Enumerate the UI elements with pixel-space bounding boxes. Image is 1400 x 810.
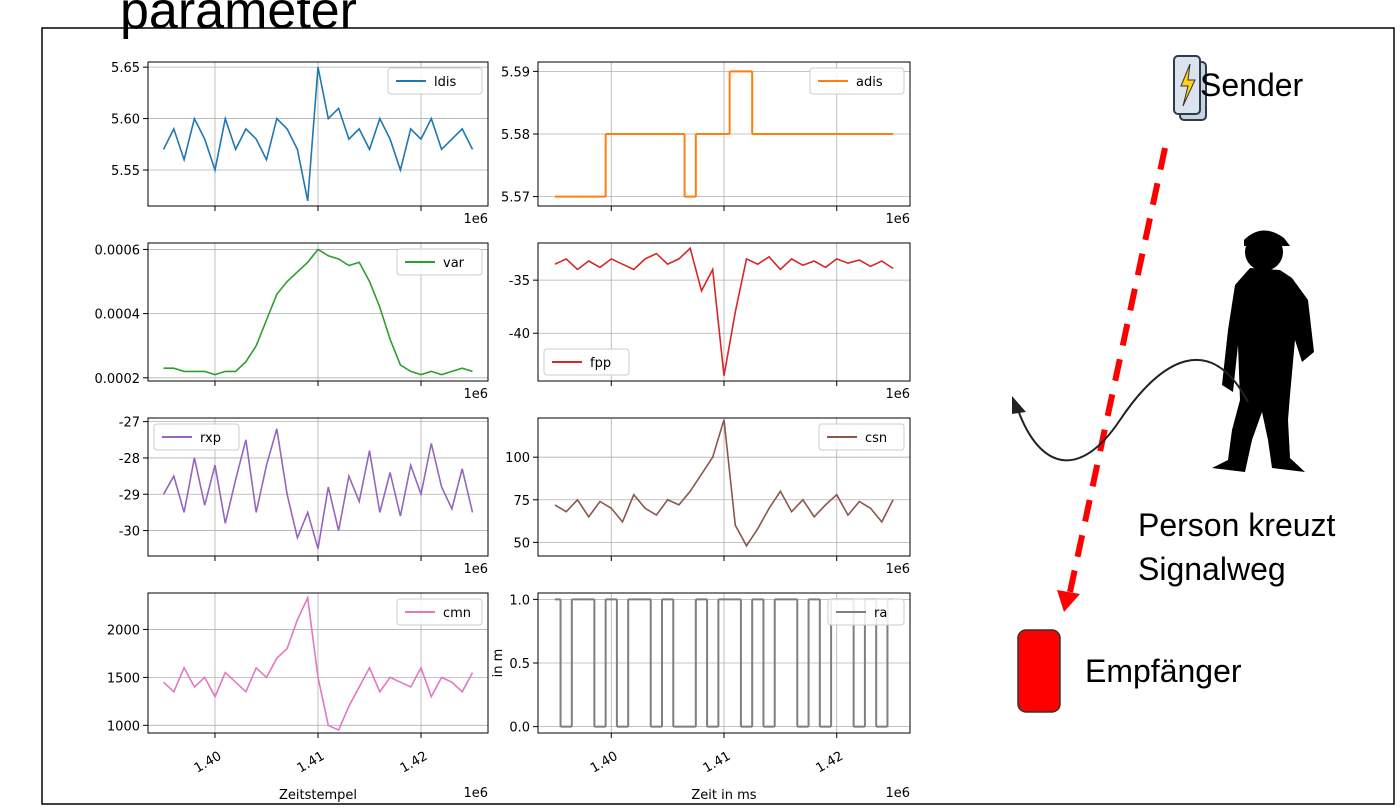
legend-label: var <box>443 256 465 271</box>
y-axis-label: in m <box>491 649 506 678</box>
x-tick-label: 1.40 <box>588 749 621 776</box>
sender-label: Sender <box>1200 67 1304 103</box>
chart: 5.55 5.60 5.65 ldis 1e6 <box>111 61 489 227</box>
y-tick-label: 75 <box>513 494 530 509</box>
chart: -40 -35 fpp 1e6 <box>509 242 911 402</box>
signal-arrowhead <box>1057 590 1080 612</box>
x-offset-label: 1e6 <box>463 562 488 577</box>
x-offset-label: 1e6 <box>463 212 488 227</box>
person-label: Person kreuzt <box>1138 507 1336 543</box>
y-tick-label: -28 <box>119 452 140 467</box>
plot-frame <box>147 417 489 557</box>
plot-frame <box>537 592 911 734</box>
legend-label: ldis <box>434 75 456 90</box>
chart: 1.40 1.41 1.42 0.0 0.5 1.0 ra 1e6 Zeit in ms in m <box>491 592 911 803</box>
y-tick-label: 50 <box>513 536 530 551</box>
chart-grid: 5.555.605.65ldis1e65.575.585.59adis1e60.… <box>95 61 911 803</box>
y-tick-label: 5.55 <box>111 164 140 179</box>
plot-frame <box>147 242 489 382</box>
x-offset-label: 1e6 <box>885 786 910 801</box>
chart: -30 -29 -28 -27 rxp 1e6 <box>119 416 489 577</box>
legend-box <box>387 67 483 95</box>
y-tick-label: 0.0004 <box>95 308 141 323</box>
series-line <box>163 248 473 376</box>
legend-box <box>543 348 630 376</box>
x-tick-label: 1.42 <box>813 749 846 776</box>
y-tick-label: 0.0 <box>509 721 530 736</box>
plot-frame <box>537 242 911 382</box>
series-line <box>554 246 894 376</box>
legend-label: fpp <box>590 356 611 371</box>
y-tick-label: -40 <box>509 327 530 342</box>
slide-title: parameter <box>120 0 357 40</box>
legend-label: rxp <box>200 431 221 446</box>
series-line <box>162 594 474 732</box>
legend-label: adis <box>856 75 883 90</box>
receiver-icon <box>1017 629 1061 713</box>
movement-arrowhead <box>1012 396 1026 414</box>
series-line <box>162 428 474 549</box>
slide-frame <box>41 27 1395 805</box>
chart: 1.40 1.41 1.42 1000 1500 2000 cmn 1e6 Zeitstempe… <box>107 592 489 803</box>
chart: 5.57 5.58 5.59 adis 1e6 <box>501 61 911 227</box>
x-tick-label: 1.40 <box>192 749 225 776</box>
legend-label: csn <box>865 431 887 446</box>
signal-path <box>1067 147 1168 593</box>
x-tick-label: 1.41 <box>295 749 328 776</box>
y-tick-label: 1500 <box>107 671 140 686</box>
chart: 50 75 100 csn 1e6 <box>505 417 911 577</box>
y-tick-label: 100 <box>505 451 530 466</box>
x-offset-label: 1e6 <box>885 387 910 402</box>
x-tick-label: 1.42 <box>398 749 431 776</box>
x-offset-label: 1e6 <box>885 562 910 577</box>
legend-label: ra <box>874 606 887 621</box>
chart: 0.0002 0.0004 0.0006 var 1e6 <box>95 242 489 402</box>
plot-frame <box>147 61 489 207</box>
x-axis-label: Zeitstempel <box>279 788 357 803</box>
legend-box <box>153 423 240 451</box>
legend-box <box>396 248 483 276</box>
y-tick-label: 1.0 <box>509 593 530 608</box>
legend-label: cmn <box>443 606 471 621</box>
x-offset-label: 1e6 <box>463 786 488 801</box>
y-tick-label: 5.59 <box>501 65 530 80</box>
x-offset-label: 1e6 <box>885 212 910 227</box>
y-tick-label: -27 <box>119 416 140 431</box>
legend-box <box>396 598 483 626</box>
signal-diagram: Sender Empfänger Person kreuzt Signalweg <box>1012 55 1336 713</box>
y-tick-label: 1000 <box>107 719 140 734</box>
legend-box <box>809 67 905 95</box>
sender-icon <box>1173 55 1207 121</box>
y-tick-label: -35 <box>509 274 530 289</box>
x-offset-label: 1e6 <box>463 387 488 402</box>
x-axis-label: Zeit in ms <box>691 788 756 803</box>
plot-frame <box>147 592 489 734</box>
movement-arrow <box>1017 358 1249 462</box>
y-tick-label: -30 <box>119 525 140 540</box>
y-tick-label: 2000 <box>107 623 140 638</box>
y-tick-label: 5.58 <box>501 128 530 143</box>
y-tick-label: -29 <box>119 488 140 503</box>
person-silhouette <box>1212 230 1314 472</box>
y-tick-label: 0.0006 <box>95 243 141 258</box>
plot-frame <box>537 61 911 207</box>
y-tick-label: 5.57 <box>501 191 530 206</box>
y-tick-label: 5.65 <box>111 61 140 76</box>
legend-box <box>818 423 905 451</box>
y-tick-label: 0.5 <box>509 657 530 672</box>
person-label: Signalweg <box>1138 551 1286 587</box>
series-line <box>162 66 474 202</box>
plot-frame <box>537 417 911 557</box>
y-tick-label: 0.0002 <box>95 372 141 387</box>
y-tick-label: 5.60 <box>111 113 140 128</box>
series-line <box>554 419 894 548</box>
x-tick-label: 1.41 <box>701 749 734 776</box>
receiver-label: Empfänger <box>1085 653 1242 689</box>
